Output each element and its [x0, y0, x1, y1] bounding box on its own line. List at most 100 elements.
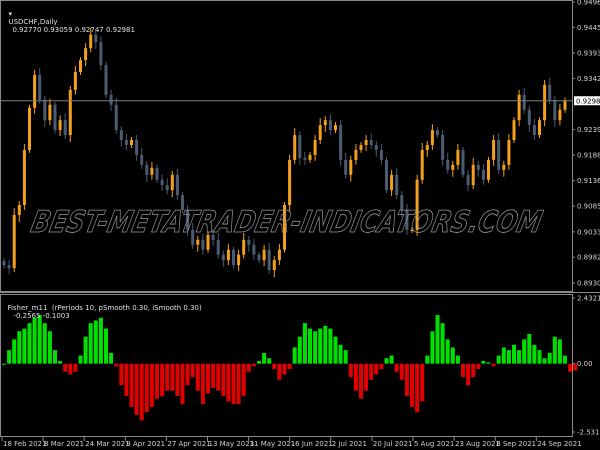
- candle-body: [507, 140, 511, 165]
- fisher-bar: [22, 328, 27, 364]
- fisher-bar: [216, 363, 221, 391]
- candle: [425, 141, 429, 157]
- indicator-tick-label: 0.00: [577, 360, 593, 368]
- candle-body: [135, 140, 139, 155]
- candle: [257, 251, 261, 264]
- candle: [155, 164, 159, 183]
- candle: [7, 260, 11, 275]
- current-price-badge: 0.92981: [574, 96, 600, 106]
- candle-body: [538, 120, 541, 136]
- candle: [379, 143, 383, 165]
- candle-body: [38, 74, 42, 100]
- candle: [298, 131, 302, 165]
- candle: [466, 169, 470, 192]
- candle-body: [84, 48, 88, 61]
- candle-body: [359, 144, 363, 150]
- candle: [543, 79, 547, 127]
- fisher-bar: [338, 344, 343, 364]
- fisher-bar: [170, 363, 175, 391]
- fisher-histogram-layer: [2, 315, 578, 421]
- candle: [252, 238, 256, 260]
- candle-body: [33, 74, 37, 108]
- fisher-bar: [109, 352, 114, 364]
- candle-body: [211, 234, 215, 240]
- candle-body: [175, 174, 179, 196]
- indicator-pane-border: [0, 294, 573, 437]
- candle-body: [58, 120, 62, 131]
- fisher-bar: [563, 355, 567, 364]
- candle: [196, 235, 200, 252]
- candle-body: [558, 109, 562, 121]
- candle-body: [441, 135, 445, 160]
- candle-body: [109, 94, 113, 105]
- fisher-bar: [308, 328, 312, 364]
- fisher-bar: [200, 363, 205, 405]
- candle: [206, 231, 210, 253]
- indicator-tick-label: -2.5312: [577, 429, 600, 437]
- candle-body: [216, 239, 220, 255]
- fisher-bar: [302, 323, 307, 364]
- date-tick-label: 2 Jul 2021: [332, 440, 367, 448]
- fisher-bar: [17, 331, 22, 364]
- candle: [390, 169, 394, 197]
- candle-body: [425, 144, 429, 150]
- candle-body: [527, 109, 531, 126]
- candle: [349, 155, 353, 182]
- candle: [104, 62, 108, 98]
- candle-body: [502, 164, 506, 170]
- candle: [33, 70, 37, 114]
- candle-body: [339, 125, 343, 160]
- fisher-bar: [58, 360, 63, 364]
- candle: [68, 85, 72, 143]
- candle: [247, 235, 251, 252]
- candle-body: [405, 210, 409, 230]
- candle: [441, 130, 445, 166]
- candle: [211, 229, 215, 246]
- fisher-bar: [547, 352, 552, 364]
- fisher-bar: [323, 325, 328, 364]
- date-tick-label: 24 Sep 2021: [537, 440, 581, 448]
- collapse-triangle-icon[interactable]: ▾: [8, 10, 12, 18]
- candle: [446, 152, 450, 174]
- candle: [114, 97, 118, 135]
- candle-body: [226, 249, 230, 261]
- fisher-bar: [211, 363, 216, 388]
- candle-body: [563, 100, 567, 110]
- candle: [303, 151, 307, 165]
- candle: [364, 135, 368, 151]
- fisher-bar: [42, 323, 47, 364]
- fisher-bar: [445, 339, 450, 364]
- candle: [288, 154, 292, 212]
- candle-body: [201, 239, 205, 250]
- candle: [563, 97, 567, 113]
- date-tick-label: 13 May 2021: [209, 440, 255, 448]
- candle-body: [124, 140, 128, 145]
- candle: [451, 160, 455, 177]
- candle: [150, 161, 154, 180]
- candle: [38, 68, 42, 104]
- candle: [405, 204, 409, 235]
- fisher-bar: [221, 363, 226, 397]
- candle-body: [186, 210, 190, 230]
- fisher-bar: [7, 350, 12, 364]
- symbol-label: USDCHF,Daily: [8, 18, 58, 26]
- candle: [216, 232, 220, 259]
- candle: [267, 242, 271, 275]
- candle-body: [53, 104, 57, 131]
- candle-body: [293, 135, 297, 160]
- date-tick-label: 31 May 2021: [250, 440, 296, 448]
- candle-body: [390, 174, 394, 191]
- date-tick-label: 18 Feb 2021: [3, 440, 47, 448]
- fisher-bar: [410, 363, 414, 407]
- fisher-bar: [104, 328, 108, 364]
- candle: [181, 192, 184, 213]
- candle: [354, 143, 358, 165]
- fisher-bar: [557, 339, 562, 364]
- date-tick-label: 9 Apr 2021: [126, 440, 165, 448]
- candle-body: [145, 164, 149, 175]
- fisher-bar: [440, 323, 445, 364]
- fisher-bar: [369, 363, 374, 380]
- candle-body: [512, 120, 516, 141]
- candle: [48, 98, 52, 126]
